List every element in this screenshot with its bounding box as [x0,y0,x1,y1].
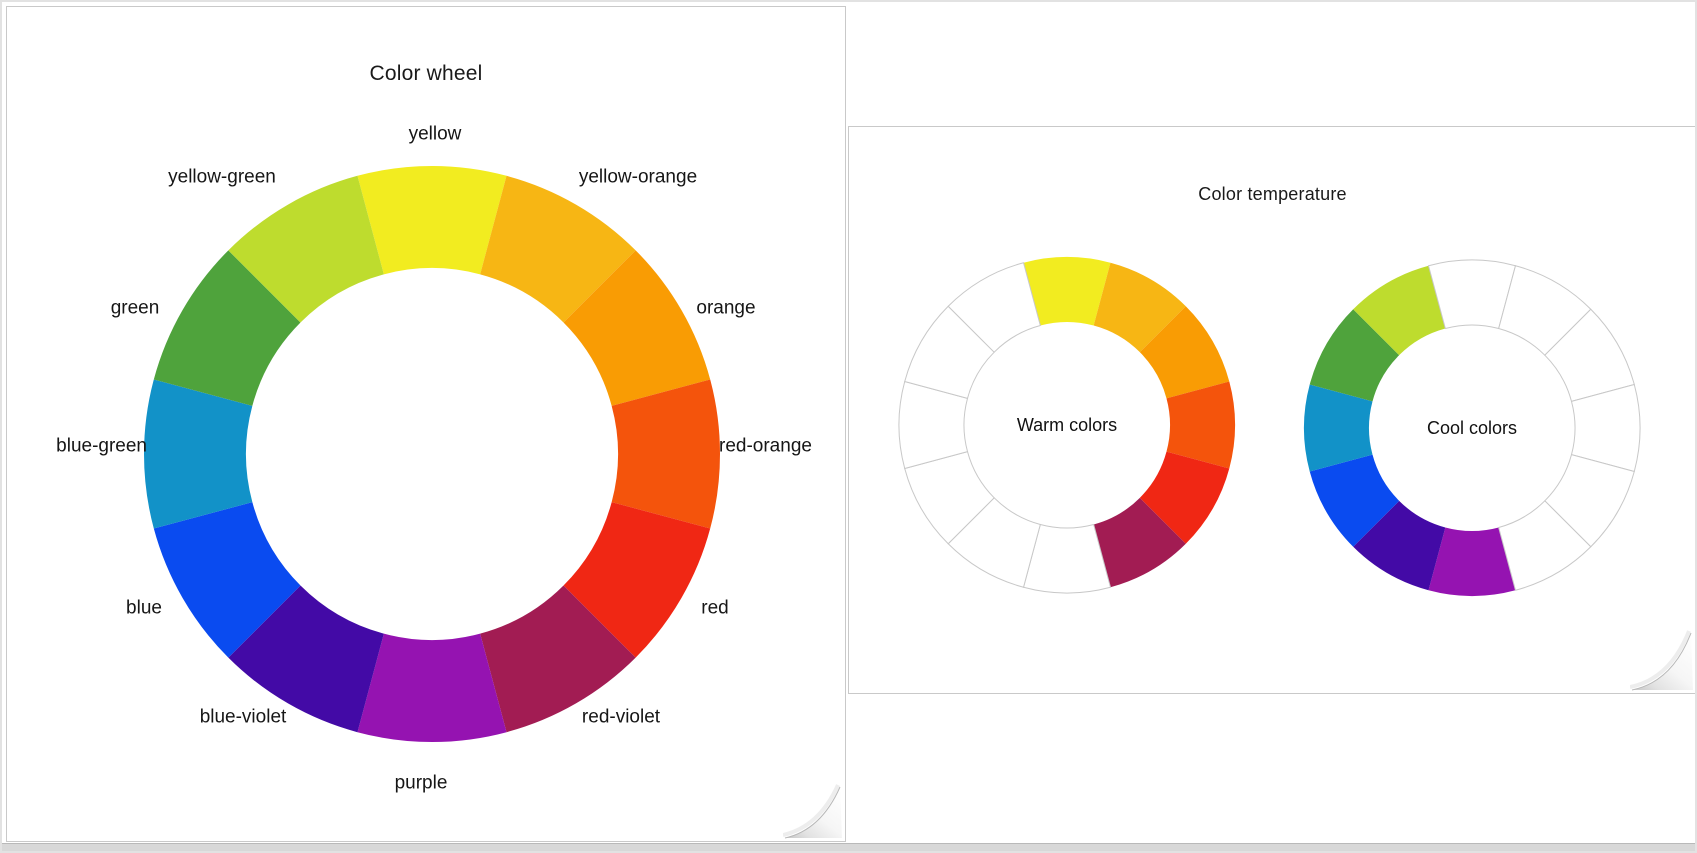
segment-yellow-orange [480,175,636,323]
segment-orange [1139,306,1230,399]
segment-blue-violet [228,585,384,733]
segment-blue-violet [1353,500,1446,591]
label-yellow: yellow [409,124,462,145]
page-curl-icon [783,783,845,841]
segment-green [1309,309,1400,402]
color-wheel-sheet: Color wheel yellow yellow-orange orange red… [6,6,846,842]
color-wheel-title: Color wheel [369,62,483,85]
segment-red-orange [611,379,721,529]
label-yellow-green: yellow-green [168,167,276,188]
color-temperature-sheet: Color temperature Warm colors Cool color… [848,126,1697,694]
segment-red-violet-empty [1498,500,1592,591]
segment-green [153,250,301,406]
segment-red [1139,451,1230,544]
label-red-violet: red-violet [582,707,661,728]
segment-blue [1309,454,1400,547]
label-yellow-orange: yellow-orange [579,167,697,188]
segment-red-violet [480,585,636,733]
label-red: red [701,598,728,619]
cool-colors-label: Cool colors [1426,418,1518,438]
segment-red-orange [1166,381,1236,469]
label-blue: blue [126,598,162,619]
color-temperature-title: Color temperature [1198,184,1347,204]
label-green: green [111,298,160,319]
segment-purple [1428,527,1516,597]
warm-colors-label: Warm colors [1016,415,1118,435]
segment-yellow-green [228,175,384,323]
page-curl-icon [1630,629,1696,693]
segment-blue-green [143,379,253,529]
segment-purple [357,633,507,743]
segment-yellow [357,165,507,275]
segment-yellow-green-empty [947,262,1041,353]
window-bottom-edge [0,843,1697,853]
label-purple: purple [395,773,448,794]
segment-yellow-orange [1093,262,1186,353]
segment-red [563,502,711,658]
color-wheel-chart: yellow yellow-orange orange red-orange red re… [56,124,812,794]
label-blue-violet: blue-violet [200,707,287,728]
label-blue-green: blue-green [56,436,147,457]
segment-blue-green [1303,384,1373,472]
segment-blue [153,502,301,658]
segment-orange [563,250,711,406]
warm-colors-wheel [898,256,1236,594]
label-red-orange: red-orange [719,436,812,457]
segment-red-violet [1093,497,1186,588]
label-orange: orange [696,298,755,319]
segment-yellow-green [1353,265,1446,356]
cool-colors-wheel [1303,259,1641,597]
segment-yellow [1023,256,1111,326]
